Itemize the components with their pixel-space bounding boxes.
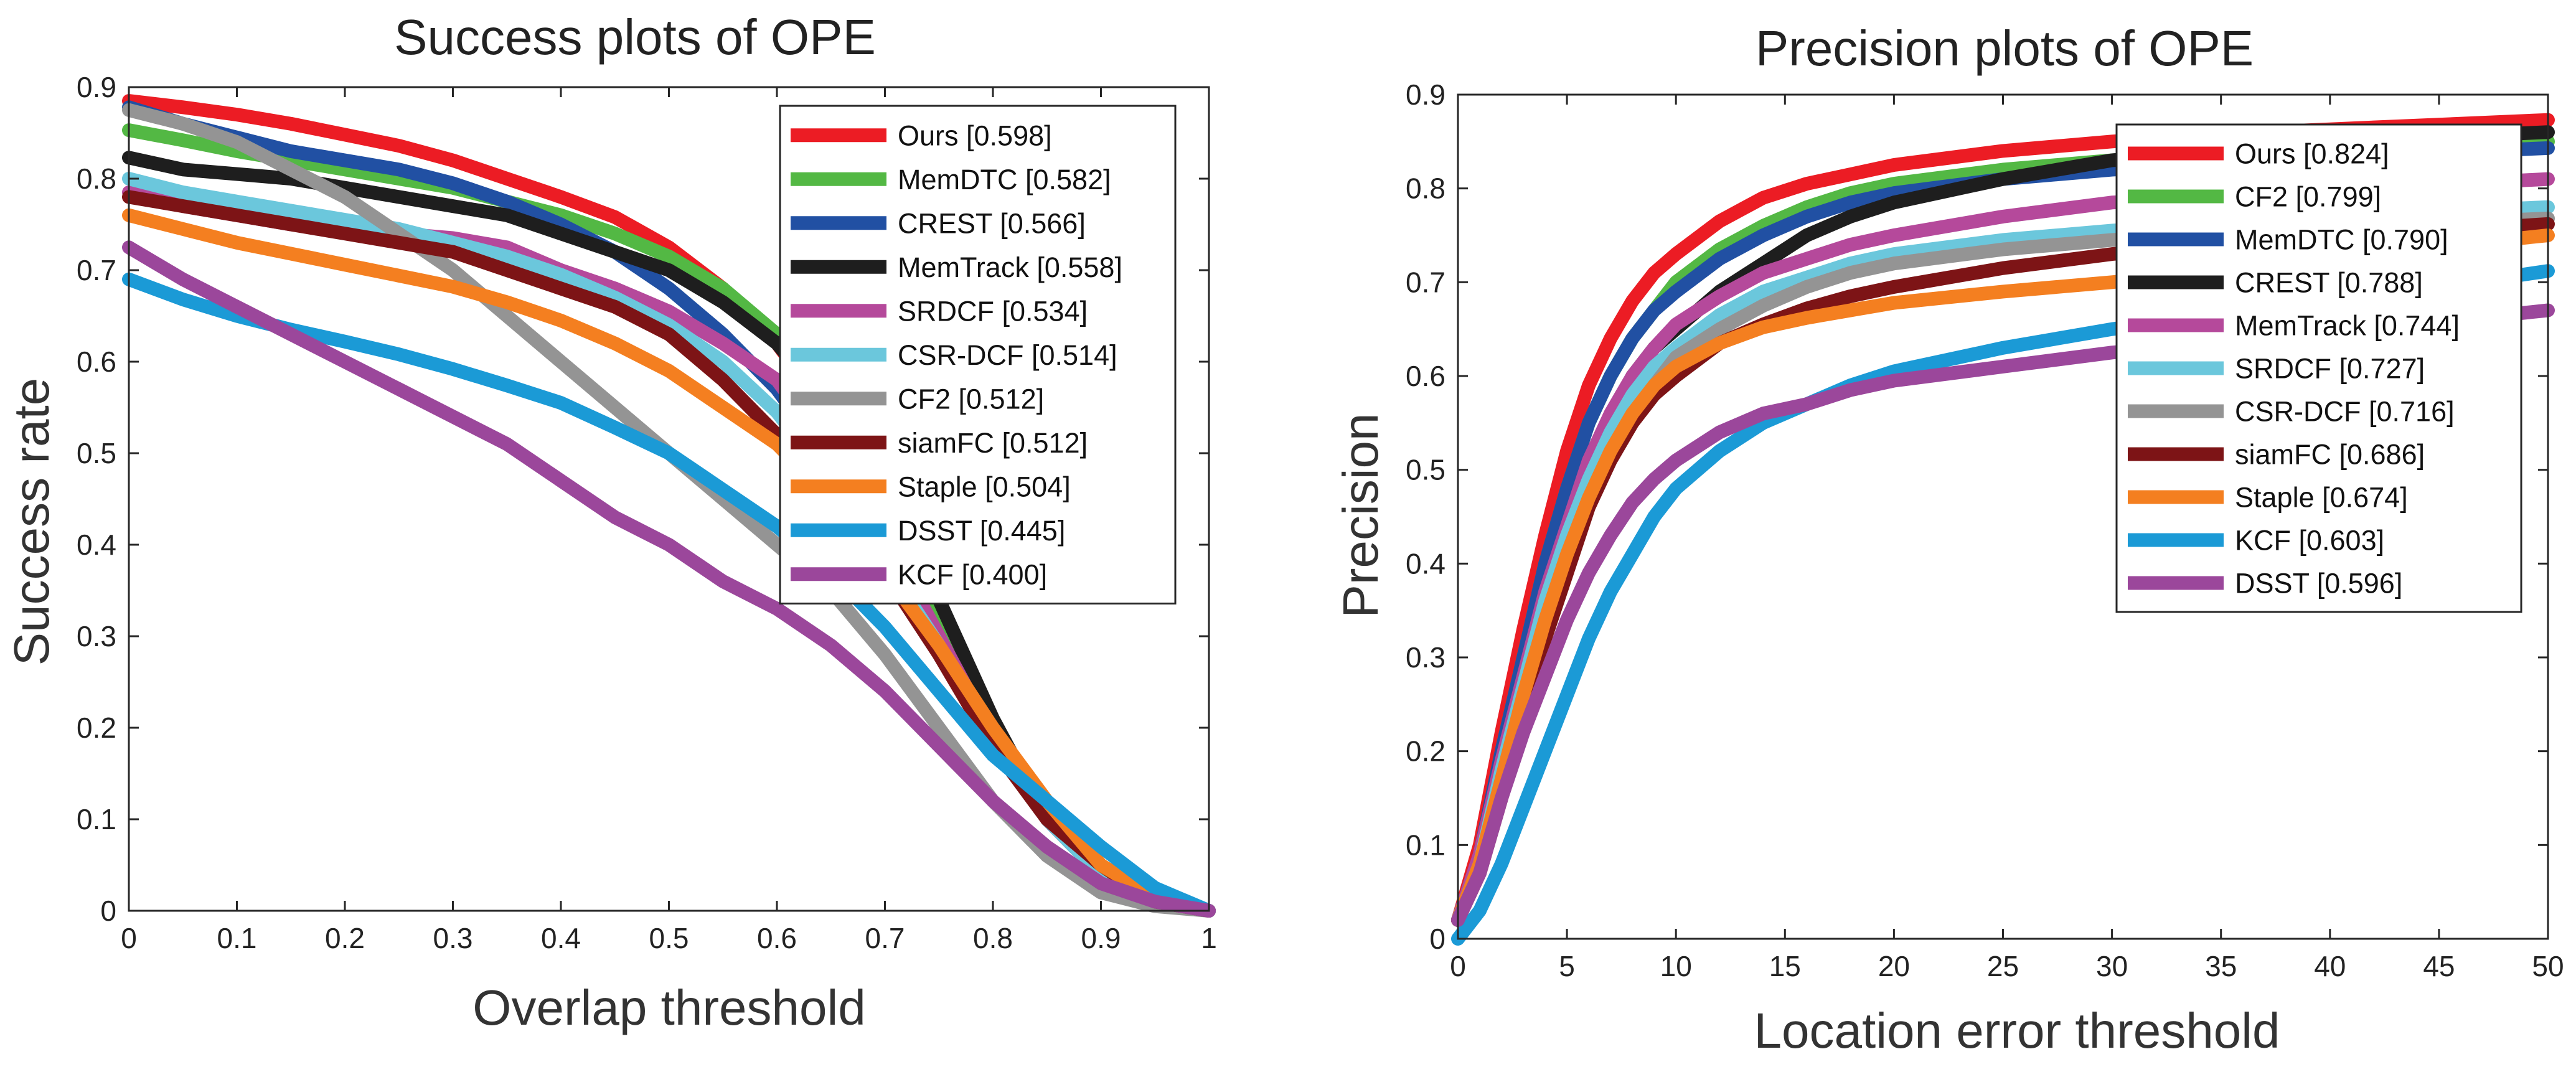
success-xtick-label: 0 bbox=[121, 922, 137, 954]
precision-legend-label-cf2: CF2 [0.799] bbox=[2235, 181, 2381, 213]
success-legend-label-crest: CREST [0.566] bbox=[898, 207, 1086, 239]
success-ytick-label: 0.4 bbox=[77, 529, 116, 561]
precision-legend-label-dsst: DSST [0.596] bbox=[2235, 568, 2402, 599]
precision-xtick-label: 0 bbox=[1450, 950, 1466, 982]
success-xtick-label: 0.8 bbox=[973, 922, 1013, 954]
precision-xtick-label: 40 bbox=[2314, 950, 2346, 982]
success-xtick-label: 0.1 bbox=[217, 922, 257, 954]
success-legend-label-ours: Ours [0.598] bbox=[898, 120, 1052, 151]
success-series-kcf bbox=[122, 240, 1216, 918]
precision-ytick-label: 0.4 bbox=[1406, 547, 1445, 580]
precision-ytick-label: 0.5 bbox=[1406, 454, 1445, 486]
precision-ytick-label: 0.8 bbox=[1406, 172, 1445, 205]
success-xtick-label: 0.4 bbox=[541, 922, 581, 954]
success-ytick-label: 0.3 bbox=[77, 620, 116, 652]
success-legend-label-memdtc: MemDTC [0.582] bbox=[898, 164, 1111, 195]
precision-ytick-label: 0.6 bbox=[1406, 360, 1445, 392]
precision-xtick-label: 35 bbox=[2205, 950, 2237, 982]
precision-plot-xlabel: Location error threshold bbox=[1754, 1003, 2280, 1058]
success-ytick-label: 0.2 bbox=[77, 712, 116, 744]
success-series-staple bbox=[122, 208, 1216, 918]
success-ytick-label: 0.5 bbox=[77, 437, 116, 469]
precision-plot-area: 0 5 10 15 20 25 30 35 40 45 50 0 0.1 0.2 0.3 0.4 0.5 0.6 0… bbox=[1406, 78, 2564, 982]
success-ytick-label: 0.6 bbox=[77, 346, 116, 378]
precision-xtick-label: 25 bbox=[1987, 950, 2019, 982]
precision-legend-label-siamfc: siamFC [0.686] bbox=[2235, 439, 2425, 471]
precision-legend-label-memtrack: MemTrack [0.744] bbox=[2235, 310, 2460, 342]
success-legend-label-cf2: CF2 [0.512] bbox=[898, 383, 1044, 415]
success-legend-label-dsst: DSST [0.445] bbox=[898, 515, 1065, 547]
success-xtick-label: 0.6 bbox=[757, 922, 797, 954]
precision-legend-label-kcf: KCF [0.603] bbox=[2235, 525, 2384, 557]
precision-legend-label-crest: CREST [0.788] bbox=[2235, 267, 2423, 299]
precision-plot: Precision plots of OPE Location error th… bbox=[1333, 21, 2564, 1058]
precision-plot-title: Precision plots of OPE bbox=[1756, 21, 2254, 76]
precision-xtick-label: 15 bbox=[1769, 950, 1801, 982]
success-xtick-label: 0.9 bbox=[1081, 922, 1121, 954]
success-series-dsst bbox=[122, 272, 1216, 918]
precision-ytick-label: 0.1 bbox=[1406, 829, 1445, 861]
success-legend-label-siamfc: siamFC [0.512] bbox=[898, 427, 1088, 459]
success-legend: Ours [0.598] MemDTC [0.582] CREST [0.566] M… bbox=[779, 105, 1177, 604]
success-legend-label-csr-dcf: CSR-DCF [0.514] bbox=[898, 339, 1117, 371]
success-plot-ylabel: Success rate bbox=[4, 378, 59, 665]
success-xtick-label: 0.3 bbox=[433, 922, 473, 954]
precision-legend-label-memdtc: MemDTC [0.790] bbox=[2235, 224, 2448, 256]
success-plot: Success plots of OPE Overlap threshold S… bbox=[4, 9, 1217, 1035]
precision-xtick-label: 20 bbox=[1878, 950, 1910, 982]
precision-ytick-label: 0.3 bbox=[1406, 641, 1445, 674]
success-plot-area: 0 0.1 0.2 0.3 0.4 0.5 0.6 0.7 0.8 0.9 1 0 0.1 0.2 0.3 0… bbox=[77, 71, 1217, 954]
precision-xtick-label: 45 bbox=[2423, 950, 2455, 982]
precision-legend-label-csr-dcf: CSR-DCF [0.716] bbox=[2235, 396, 2455, 428]
precision-legend-label-srdcf: SRDCF [0.727] bbox=[2235, 353, 2425, 385]
success-ytick-label: 0 bbox=[100, 895, 116, 927]
precision-ytick-label: 0.2 bbox=[1406, 735, 1445, 768]
success-legend-label-srdcf: SRDCF [0.534] bbox=[898, 295, 1088, 327]
precision-xtick-label: 10 bbox=[1660, 950, 1692, 982]
precision-legend: Ours [0.824] CF2 [0.799] MemDTC [0.790] CRE… bbox=[2115, 123, 2522, 613]
precision-ytick-label: 0.9 bbox=[1406, 78, 1445, 111]
precision-xtick-label: 30 bbox=[2096, 950, 2128, 982]
precision-xtick-label: 50 bbox=[2532, 950, 2564, 982]
success-xtick-label: 0.5 bbox=[649, 922, 689, 954]
precision-plot-ylabel: Precision bbox=[1333, 413, 1388, 618]
precision-legend-label-ours: Ours [0.824] bbox=[2235, 138, 2389, 170]
success-plot-title: Success plots of OPE bbox=[394, 9, 876, 65]
success-xtick-label: 0.7 bbox=[865, 922, 905, 954]
precision-ytick-label: 0.7 bbox=[1406, 266, 1445, 298]
success-ytick-label: 0.9 bbox=[77, 71, 116, 103]
success-xtick-label: 0.2 bbox=[325, 922, 365, 954]
success-plot-xlabel: Overlap threshold bbox=[472, 980, 865, 1035]
success-ytick-label: 0.7 bbox=[77, 254, 116, 286]
success-legend-label-staple: Staple [0.504] bbox=[898, 471, 1071, 502]
precision-ytick-label: 0 bbox=[1429, 923, 1445, 955]
success-legend-label-kcf: KCF [0.400] bbox=[898, 558, 1047, 590]
success-series-siamfc bbox=[122, 190, 1216, 918]
success-xtick-label: 1 bbox=[1201, 922, 1217, 954]
success-ytick-label: 0.1 bbox=[77, 803, 116, 835]
precision-xtick-label: 5 bbox=[1559, 950, 1575, 982]
success-legend-label-memtrack: MemTrack [0.558] bbox=[898, 252, 1122, 283]
success-ytick-label: 0.8 bbox=[77, 162, 116, 195]
precision-legend-label-staple: Staple [0.674] bbox=[2235, 482, 2408, 514]
